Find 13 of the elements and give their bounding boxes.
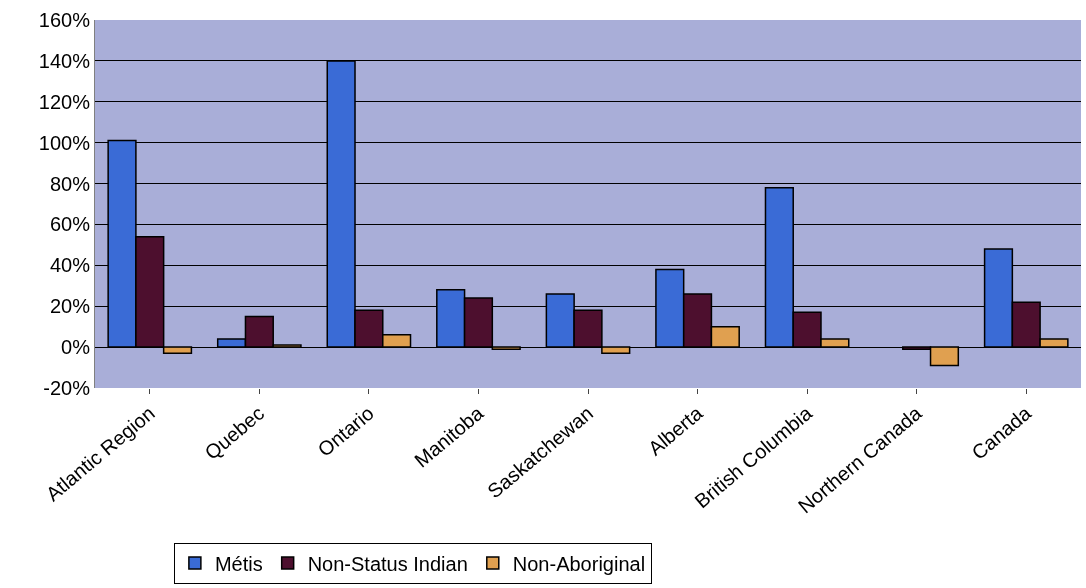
legend-label: Métis (214, 552, 263, 575)
y-tick-label: 140% (38, 49, 91, 72)
y-tick-label: 80% (49, 172, 91, 195)
y-tick-label: 0% (61, 336, 91, 359)
legend-label: Non-Aboriginal (512, 552, 646, 575)
y-tick-label: -20% (43, 377, 91, 399)
y-tick-label: 60% (49, 213, 91, 236)
y-tick-label: 120% (38, 90, 91, 113)
y-tick-label: 100% (38, 131, 91, 154)
legend-label: Non-Status Indian (307, 552, 468, 575)
y-tick-label: 40% (49, 254, 91, 277)
y-tick-label: 20% (49, 295, 91, 318)
y-tick-label: 160% (38, 9, 91, 31)
